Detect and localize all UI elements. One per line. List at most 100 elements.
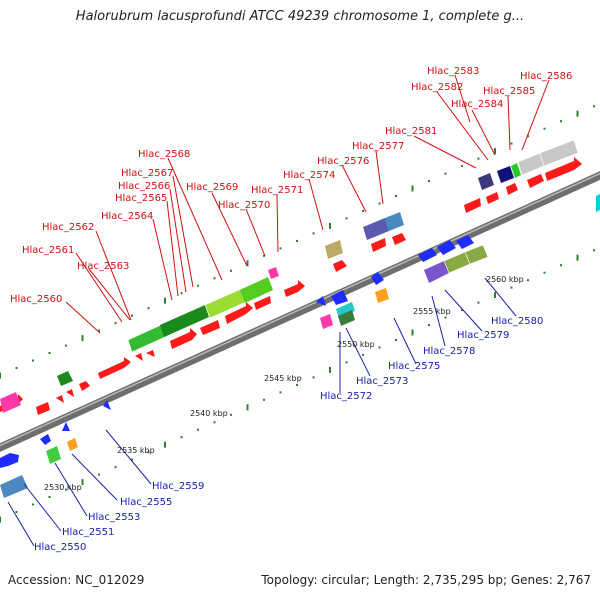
gene-label[interactable]: Hlac_2583 [427,66,479,77]
gene-forward[interactable] [200,320,220,335]
scale-tick-minor [345,361,348,364]
gene-label[interactable]: Hlac_2573 [356,376,408,387]
gene-reverse[interactable] [418,248,437,262]
gene-label[interactable]: Hlac_2566 [118,181,170,192]
gene-label[interactable]: Hlac_2571 [251,185,303,196]
gene-label[interactable]: Hlac_2564 [101,211,153,222]
gene-label[interactable]: Hlac_2560 [10,294,62,305]
gene-reverse[interactable] [40,434,51,445]
gene-forward[interactable] [464,198,481,213]
scale-tick-minor [444,172,447,175]
gene-label[interactable]: Hlac_2559 [152,481,204,492]
scale-tick-major [411,329,414,336]
gene-forward[interactable] [135,353,143,361]
feature-block[interactable] [67,438,78,451]
gene-label[interactable]: Hlac_2562 [42,222,94,233]
gene-reverse[interactable] [331,290,348,305]
gene-reverse[interactable] [437,240,456,255]
feature-block[interactable] [0,475,28,498]
feature-block[interactable] [539,139,579,167]
scale-tick-major [164,297,166,304]
feature-block[interactable] [325,240,343,259]
gene-reverse[interactable] [62,422,70,431]
gene-forward[interactable] [371,238,386,252]
gene-reverse[interactable] [103,400,111,410]
feature-block[interactable] [363,218,389,240]
gene-label[interactable]: Hlac_2574 [283,170,335,181]
gene-forward[interactable] [506,183,518,195]
feature-block[interactable] [160,305,209,337]
feature-block[interactable] [0,392,21,413]
gene-forward[interactable] [545,157,582,181]
gene-label[interactable]: Hlac_2576 [317,156,369,167]
gene-label[interactable]: Hlac_2570 [218,200,270,211]
gene-label[interactable]: Hlac_2555 [120,497,172,508]
gene-forward[interactable] [392,233,406,245]
gene-forward[interactable] [333,260,347,272]
gene-label[interactable]: Hlac_2585 [483,86,535,97]
scale-tick-minor [48,496,51,498]
gene-label[interactable]: Hlac_2580 [491,316,543,327]
feature-block[interactable] [511,163,521,178]
gene-label[interactable]: Hlac_2565 [115,193,167,204]
scale-tick-minor [131,314,133,317]
gene-label[interactable]: Hlac_2582 [411,82,463,93]
gene-label[interactable]: Hlac_2563 [77,261,129,272]
feature-block[interactable] [46,446,61,464]
gene-forward[interactable] [36,402,50,415]
scale-tick-minor [230,269,232,272]
gene-forward[interactable] [170,328,197,349]
gene-label[interactable]: Hlac_2581 [385,126,437,137]
feature-block[interactable] [375,288,389,303]
feature-block[interactable] [336,302,355,318]
gene-forward[interactable] [79,381,90,391]
gene-label[interactable]: Hlac_2586 [520,71,572,82]
feature-block[interactable] [517,152,545,176]
gene-label[interactable]: Hlac_2551 [62,527,114,538]
gene-label[interactable]: Hlac_2572 [320,391,372,402]
gene-reverse[interactable] [456,235,474,249]
gene-label[interactable]: Hlac_2553 [88,512,140,523]
gene-label[interactable]: Hlac_2567 [121,168,173,179]
gene-label[interactable]: Hlac_2569 [186,182,238,193]
scale-tick-minor [593,249,595,252]
gene-label[interactable]: Hlac_2568 [138,149,190,160]
gene-forward[interactable] [527,174,544,188]
feature-block[interactable] [338,310,355,326]
feature-block[interactable] [424,261,449,283]
scale-tick-minor [543,127,546,130]
feature-block[interactable] [268,267,279,279]
scale-tick-minor [98,473,100,476]
gene-label[interactable]: Hlac_2577 [352,141,404,152]
scale-tick-minor [32,359,34,362]
gene-forward[interactable] [98,357,131,379]
scale-tick-minor [428,324,430,326]
gene-reverse[interactable] [371,272,384,285]
scale-tick-minor [527,135,529,138]
gene-forward[interactable] [146,350,155,357]
gene-label[interactable]: Hlac_2575 [388,361,440,372]
gene-label[interactable]: Hlac_2584 [451,99,503,110]
feature-block[interactable] [464,244,489,265]
feature-block[interactable] [478,173,494,190]
gene-label[interactable]: Hlac_2550 [34,542,86,553]
gene-label[interactable]: Hlac_2561 [22,245,74,256]
gene-forward[interactable] [56,395,64,403]
gene-forward[interactable] [486,192,499,204]
gene-label[interactable]: Hlac_2578 [423,346,475,357]
feature-block[interactable] [57,371,73,386]
feature-block[interactable] [240,277,273,303]
feature-block[interactable] [385,212,404,231]
feature-block[interactable] [320,314,333,329]
gene-forward[interactable] [284,280,305,297]
gene-reverse[interactable] [316,296,326,306]
gene-reverse[interactable] [0,453,19,468]
gene-forward[interactable] [225,302,253,324]
forward-gene-labels: Hlac_2560 Hlac_2561 Hlac_2562 Hlac_2563 … [10,66,572,305]
feature-block[interactable] [596,194,600,212]
gene-label[interactable]: Hlac_2579 [457,330,509,341]
feature-block[interactable] [497,166,514,183]
gene-forward[interactable] [66,389,74,397]
gene-forward[interactable] [254,296,271,310]
